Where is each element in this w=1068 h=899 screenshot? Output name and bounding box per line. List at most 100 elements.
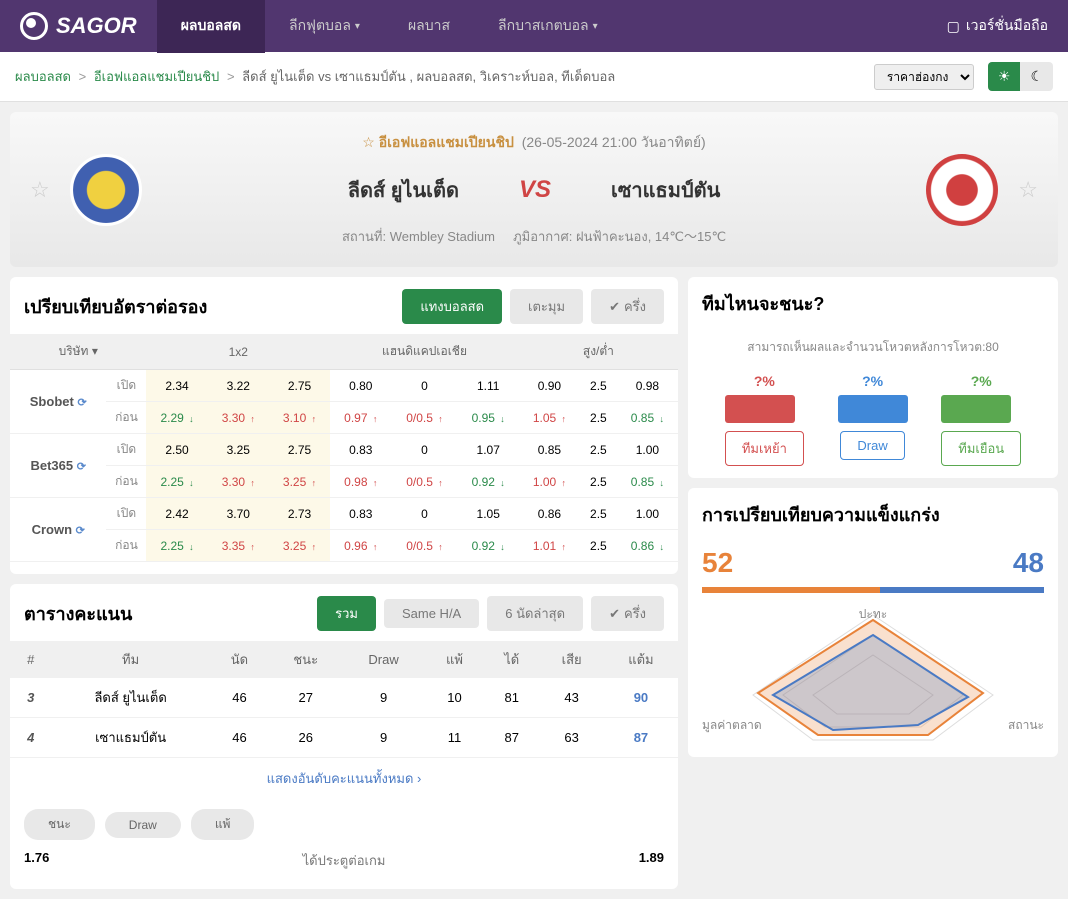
home-team-name: ลีดส์ ยูไนเต็ด [348, 174, 459, 206]
price-selector: ราคาฮ่องกง ☀ ☾ [874, 62, 1053, 91]
goals-away: 1.89 [385, 850, 664, 871]
odds-cell: 0.80 [330, 370, 391, 402]
link-icon: ⟳ [77, 397, 86, 409]
goals-label: ได้ประตูต่อเกม [303, 850, 386, 871]
odds-cell: 0 [391, 498, 457, 530]
vote-pct: ?% [838, 373, 908, 389]
nav-leagues[interactable]: ลีกฟุตบอล▾ [265, 0, 384, 53]
vote-bar [941, 395, 1011, 423]
strength-bar [702, 587, 1044, 593]
std-header: แต้ม [604, 641, 678, 678]
main-nav: ผลบอลสด ลีกฟุตบอล▾ ผลบาส ลีกบาสเกตบอล▾ [157, 0, 927, 53]
odds-cell: 0.92 ↓ [458, 466, 519, 498]
odds-cell: 2.5 [580, 402, 617, 434]
tab-half-std[interactable]: ✔ครึ่ง [591, 596, 664, 631]
mobile-link[interactable]: ▢ เวอร์ชั่นมือถือ [927, 15, 1068, 37]
row-label: ก่อน [106, 402, 146, 434]
odds-cell: 0.98 ↑ [330, 466, 391, 498]
show-all-link[interactable]: แสดงอันดับคะแนนทั้งหมด › [10, 758, 678, 799]
company-cell[interactable]: Bet365 ⟳ [10, 434, 106, 498]
tab-total[interactable]: รวม [317, 596, 376, 631]
nav-basketball[interactable]: ผลบาส [384, 0, 474, 53]
odds-cell: 3.25 [208, 434, 269, 466]
vote-button[interactable]: ทีมเยือน [941, 431, 1021, 466]
home-team-logo [70, 154, 142, 226]
tab-same[interactable]: Same H/A [384, 599, 479, 628]
vote-pct: ?% [725, 373, 804, 389]
vote-button[interactable]: Draw [840, 431, 904, 460]
goals-row: 1.76 ได้ประตูต่อเกม 1.89 [10, 850, 678, 877]
dark-mode-btn[interactable]: ☾ [1020, 62, 1053, 91]
odds-cell: 0.86 [519, 498, 580, 530]
result-lose[interactable]: แพ้ [191, 809, 255, 840]
breadcrumb-league[interactable]: อีเอฟแอลแชมเปียนชิป [94, 69, 219, 84]
result-win[interactable]: ชนะ [24, 809, 95, 840]
odds-cell: 2.75 [269, 370, 330, 402]
odds-cell: 3.30 ↑ [208, 466, 269, 498]
link-icon: ⟳ [77, 461, 86, 473]
vote-button[interactable]: ทีมเหย้า [725, 431, 804, 466]
odds-cell: 0 [391, 434, 457, 466]
company-cell[interactable]: Sbobet ⟳ [10, 370, 106, 434]
sort-icon: ▾ [92, 344, 98, 358]
nav-live[interactable]: ผลบอลสด [157, 0, 265, 53]
vote-bar [838, 395, 908, 423]
tab-bet[interactable]: แทงบอลสด [402, 289, 502, 324]
row-label: เปิด [106, 498, 146, 530]
theme-toggle: ☀ ☾ [988, 62, 1053, 91]
odds-cell: 2.5 [580, 466, 617, 498]
odds-cell: 1.00 [617, 434, 678, 466]
odds-cell: 1.00 [617, 498, 678, 530]
odds-cell: 0.85 [519, 434, 580, 466]
tab-half[interactable]: ✔ครึ่ง [591, 289, 664, 324]
odds-cell: 2.5 [580, 434, 617, 466]
odds-cell: 1.05 [458, 498, 519, 530]
match-datetime: (26-05-2024 21:00 วันอาทิตย์) [522, 134, 706, 150]
odds-cell: 3.30 ↑ [208, 402, 269, 434]
odds-cell: 1.00 ↑ [519, 466, 580, 498]
odds-cell: 1.07 [458, 434, 519, 466]
tab-corner[interactable]: เตะมุม [510, 289, 583, 324]
vote-option: ?% Draw [838, 373, 908, 466]
odds-cell: 3.25 ↑ [269, 530, 330, 562]
price-dropdown[interactable]: ราคาฮ่องกง [874, 64, 974, 90]
odds-title: เปรียบเทียบอัตราต่อรอง [24, 292, 394, 321]
result-draw[interactable]: Draw [105, 812, 181, 838]
logo[interactable]: SAGOR [0, 12, 157, 40]
breadcrumb-live[interactable]: ผลบอลสด [15, 69, 71, 84]
chevron-right-icon: › [417, 771, 421, 786]
radar-label-right: สถานะ [1008, 716, 1044, 735]
tab-last6[interactable]: 6 นัดล่าสุด [487, 596, 583, 631]
away-team-name: เซาแธมป์ตัน [611, 174, 720, 206]
nav-bleagues[interactable]: ลีกบาสเกตบอล▾ [474, 0, 622, 53]
odds-cell: 2.73 [269, 498, 330, 530]
vs-label: VS [519, 176, 551, 204]
breadcrumb-bar: ผลบอลสด > อีเอฟแอลแชมเปียนชิป > ลีดส์ ยู… [0, 52, 1068, 102]
std-header: Draw [342, 641, 425, 678]
th-company[interactable]: บริษัท ▾ [10, 334, 146, 370]
company-cell[interactable]: Crown ⟳ [10, 498, 106, 562]
match-header: ☆ ☆ ☆ อีเอฟแอลแชมเปียนชิป (26-05-2024 21… [10, 112, 1058, 267]
odds-cell: 3.10 ↑ [269, 402, 330, 434]
check-icon: ✔ [609, 606, 620, 622]
light-mode-btn[interactable]: ☀ [988, 62, 1021, 91]
standings-panel: ตารางคะแนน รวม Same H/A 6 นัดล่าสุด ✔ครึ… [10, 584, 678, 889]
th-1x2: 1x2 [146, 334, 330, 370]
std-header: เสีย [539, 641, 603, 678]
favorite-away-icon[interactable]: ☆ [1018, 177, 1038, 203]
odds-cell: 2.42 [146, 498, 207, 530]
link-icon: ⟳ [76, 525, 85, 537]
odds-cell: 1.11 [458, 370, 519, 402]
breadcrumb-current: ลีดส์ ยูไนเต็ด vs เซาแธมป์ตัน , ผลบอลสด,… [242, 69, 615, 84]
odds-cell: 0.85 ↓ [617, 466, 678, 498]
row-label: เปิด [106, 370, 146, 402]
std-header: แพ้ [425, 641, 484, 678]
result-tabs: ชนะ Draw แพ้ [10, 799, 678, 850]
std-header: นัด [210, 641, 270, 678]
std-header: ชนะ [269, 641, 342, 678]
odds-cell: 2.5 [580, 370, 617, 402]
radar-label-left: มูลค่าตลาด [702, 716, 762, 735]
strength-title: การเปรียบเทียบความแข็งแกร่ง [702, 500, 1044, 529]
favorite-home-icon[interactable]: ☆ [30, 177, 50, 203]
odds-cell: 2.34 [146, 370, 207, 402]
